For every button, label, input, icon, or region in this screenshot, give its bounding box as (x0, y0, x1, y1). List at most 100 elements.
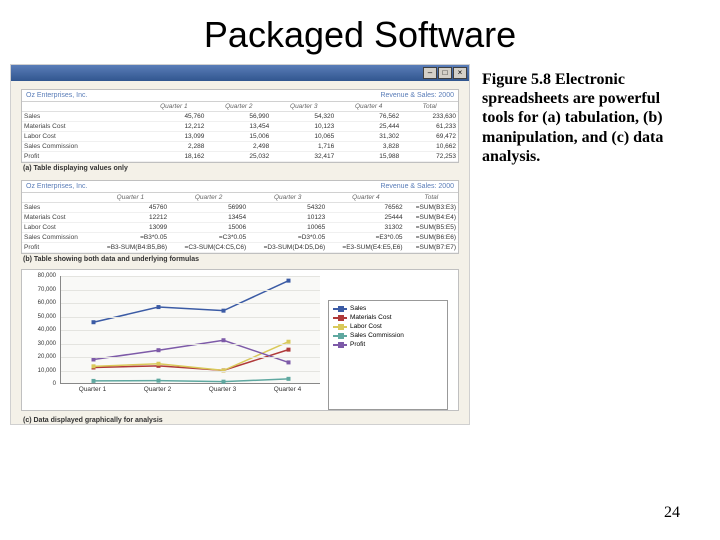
col-header: Quarter 2 (206, 102, 271, 112)
report-title-label-b: Revenue & Sales: 2000 (380, 183, 454, 190)
company-label-b: Oz Enterprises, Inc. (26, 183, 87, 190)
legend-swatch (333, 317, 347, 319)
cell: 10,065 (271, 132, 336, 142)
cell: =SUM(B6:E6) (405, 233, 458, 243)
series-marker (287, 360, 291, 364)
cell: 15006 (169, 223, 248, 233)
cell: =B3-SUM(B4:B5,B6) (92, 243, 169, 253)
cell: Labor Cost (22, 223, 92, 233)
cell: Sales Commission (22, 233, 92, 243)
legend-item: Materials Cost (333, 313, 443, 322)
report-title-label: Revenue & Sales: 2000 (380, 92, 454, 99)
table-row: Sales Commission2,2882,4981,7163,82810,6… (22, 142, 458, 152)
table-row: Materials Cost12212134541012325444=SUM(B… (22, 213, 458, 223)
series-marker (92, 364, 96, 368)
chart-legend: SalesMaterials CostLabor CostSales Commi… (328, 300, 448, 410)
table-b: Quarter 1Quarter 2Quarter 3Quarter 4Tota… (22, 193, 458, 253)
chart-caption: (c) Data displayed graphically for analy… (11, 415, 469, 424)
legend-item: Sales Commission (333, 331, 443, 340)
cell: =B3*0.05 (92, 233, 169, 243)
cell: =SUM(B3:E3) (405, 203, 458, 213)
legend-swatch (333, 326, 347, 328)
cell: 13,099 (141, 132, 206, 142)
series-marker (92, 379, 96, 383)
cell: Sales Commission (22, 142, 141, 152)
slide-title: Packaged Software (0, 0, 720, 64)
cell: 25444 (327, 213, 404, 223)
legend-swatch (333, 308, 347, 310)
series-marker (92, 357, 96, 361)
close-icon[interactable]: × (453, 67, 467, 79)
chart-panel: 010,00020,00030,00040,00050,00060,00070,… (21, 269, 459, 411)
cell: Profit (22, 152, 141, 162)
legend-label: Sales (350, 305, 366, 312)
cell: 15,988 (336, 152, 401, 162)
cell: =E3-SUM(E4:E5,E6) (327, 243, 404, 253)
y-tick-label: 0 (53, 381, 56, 387)
cell: 72,253 (401, 152, 458, 162)
maximize-icon[interactable]: □ (438, 67, 452, 79)
col-header: Quarter 2 (169, 193, 248, 203)
cell: 54320 (248, 203, 327, 213)
cell: 61,233 (401, 122, 458, 132)
gridline (61, 303, 320, 304)
series-marker (157, 348, 161, 352)
series-marker (157, 379, 161, 383)
cell: 76,562 (336, 112, 401, 122)
figure-column: – □ × Oz Enterprises, Inc. Revenue & Sal… (10, 64, 470, 425)
y-tick-label: 30,000 (38, 341, 56, 347)
cell: 56,990 (206, 112, 271, 122)
cell: 69,472 (401, 132, 458, 142)
minimize-icon[interactable]: – (423, 67, 437, 79)
table-b-caption: (b) Table showing both data and underlyi… (11, 254, 469, 263)
content-row: – □ × Oz Enterprises, Inc. Revenue & Sal… (0, 64, 720, 425)
figure-caption: Figure 5.8 Electronic spreadsheets are p… (470, 64, 690, 425)
cell: 31302 (327, 223, 404, 233)
legend-label: Sales Commission (350, 332, 404, 339)
cell: =SUM(B5:E5) (405, 223, 458, 233)
cell: 10,123 (271, 122, 336, 132)
col-header (22, 193, 92, 203)
cell: 13454 (169, 213, 248, 223)
table-row: Sales Commission=B3*0.05=C3*0.05=D3*0.05… (22, 233, 458, 243)
cell: 10,662 (401, 142, 458, 152)
table-a: Quarter 1Quarter 2Quarter 3Quarter 4Tota… (22, 102, 458, 162)
series-marker (222, 309, 226, 313)
cell: Materials Cost (22, 213, 92, 223)
table-row: Sales45,76056,99054,32076,562233,630 (22, 112, 458, 122)
y-tick-label: 50,000 (38, 314, 56, 320)
cell: 12212 (92, 213, 169, 223)
col-header: Quarter 4 (327, 193, 404, 203)
col-header: Quarter 3 (248, 193, 327, 203)
table-row: Sales45760569905432076562=SUM(B3:E3) (22, 203, 458, 213)
cell: 13,454 (206, 122, 271, 132)
cell: 15,006 (206, 132, 271, 142)
cell: =SUM(B7:E7) (405, 243, 458, 253)
gridline (61, 330, 320, 331)
x-tick-label: Quarter 2 (125, 386, 190, 393)
y-tick-label: 10,000 (38, 368, 56, 374)
cell: 18,162 (141, 152, 206, 162)
chart-plot: 010,00020,00030,00040,00050,00060,00070,… (28, 274, 328, 408)
gridline (61, 317, 320, 318)
legend-label: Profit (350, 341, 365, 348)
y-tick-label: 70,000 (38, 287, 56, 293)
x-tick-label: Quarter 3 (190, 386, 255, 393)
col-header: Total (405, 193, 458, 203)
gridline (61, 371, 320, 372)
legend-swatch (333, 335, 347, 337)
col-header: Quarter 1 (141, 102, 206, 112)
x-tick-label: Quarter 1 (60, 386, 125, 393)
legend-item: Profit (333, 340, 443, 349)
gridline (61, 290, 320, 291)
col-header: Quarter 4 (336, 102, 401, 112)
gridline (61, 357, 320, 358)
table-row: Labor Cost13,09915,00610,06531,30269,472 (22, 132, 458, 142)
cell: 32,417 (271, 152, 336, 162)
y-tick-label: 20,000 (38, 354, 56, 360)
cell: Profit (22, 243, 92, 253)
table-row: Profit=B3-SUM(B4:B5,B6)=C3-SUM(C4:C5,C6)… (22, 243, 458, 253)
window-titlebar: – □ × (11, 65, 469, 81)
x-axis-labels: Quarter 1Quarter 2Quarter 3Quarter 4 (60, 386, 320, 393)
page-number: 24 (664, 504, 680, 522)
